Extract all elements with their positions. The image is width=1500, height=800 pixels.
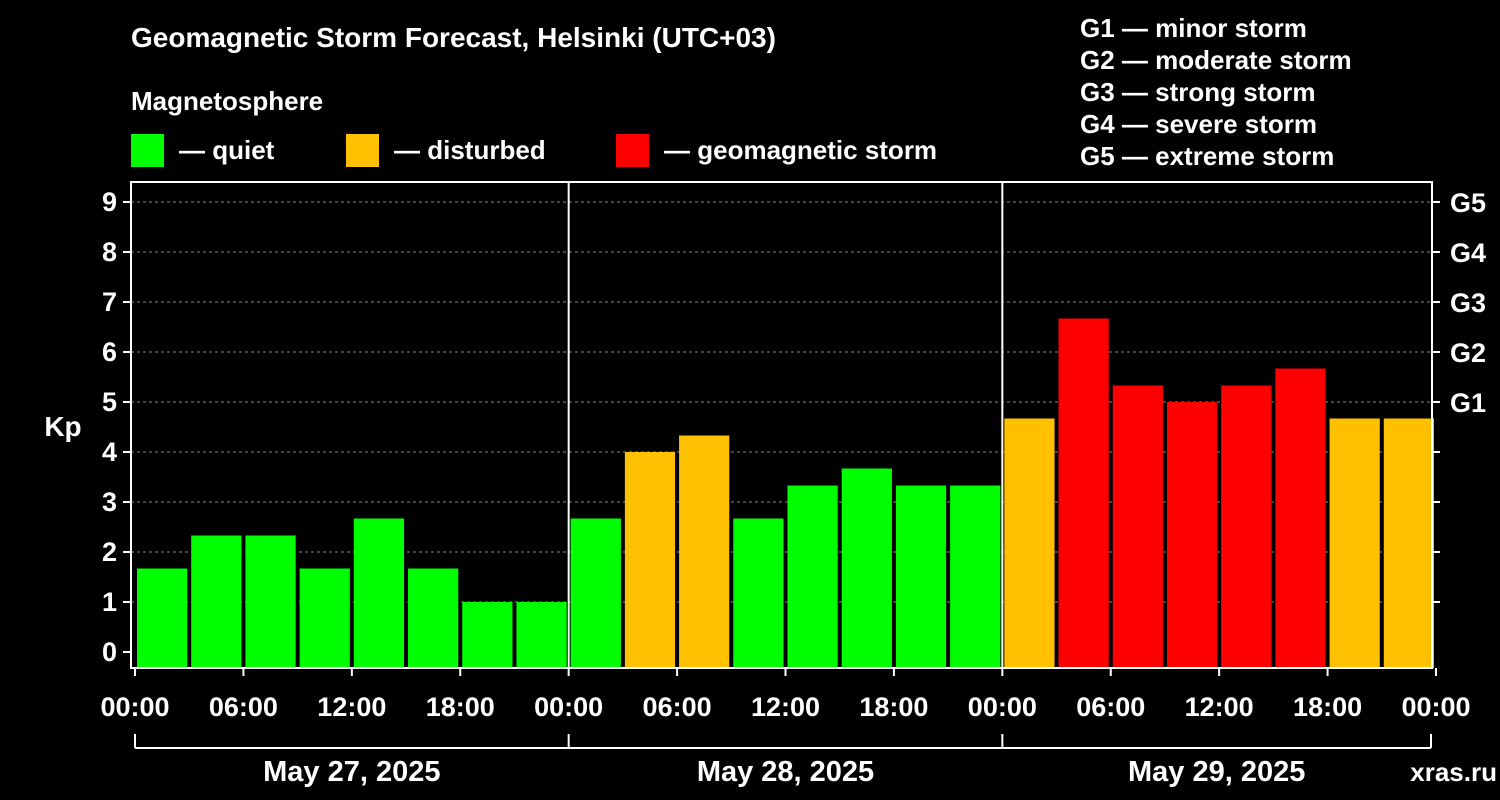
x-tick-label: 06:00: [1076, 692, 1145, 722]
bar: [679, 435, 730, 668]
quiet-swatch: [131, 133, 164, 167]
y-tick-label: 6: [102, 337, 117, 367]
bar: [1058, 318, 1109, 668]
bar: [733, 518, 784, 668]
bar: [1004, 418, 1055, 668]
y-axis-label: Kp: [44, 411, 81, 442]
watermark: xras.ru: [1410, 757, 1497, 787]
storm-scale-g4: G4 — severe storm: [1080, 109, 1318, 139]
x-tick-label: 18:00: [426, 692, 495, 722]
plot-frame: [130, 181, 1433, 669]
legend-quiet-label: — quiet: [179, 134, 275, 165]
legend-storm: — geomagnetic storm: [616, 133, 937, 167]
y-tick-label: 8: [102, 237, 117, 267]
bar: [516, 602, 567, 668]
bar: [245, 535, 296, 668]
storm-level-label: G3: [1450, 288, 1486, 318]
x-tick-label: 18:00: [859, 692, 928, 722]
y-tick-label: 5: [102, 387, 117, 417]
x-tick-label: 00:00: [100, 692, 169, 722]
y-tick-label: 4: [102, 437, 117, 467]
storm-level-label: G1: [1450, 388, 1486, 418]
y-tick-label: 9: [102, 187, 117, 217]
bar: [299, 568, 350, 668]
bar: [408, 568, 459, 668]
bar: [1329, 418, 1380, 668]
bar: [787, 485, 838, 668]
x-tick-label: 18:00: [1293, 692, 1362, 722]
bar: [1112, 385, 1163, 668]
x-tick-label: 00:00: [968, 692, 1037, 722]
legend-storm-label: — geomagnetic storm: [664, 134, 938, 165]
bar: [1166, 402, 1218, 668]
storm-scale-g3: G3 — strong storm: [1080, 77, 1316, 107]
x-tick-label: 12:00: [317, 692, 386, 722]
day-label: May 28, 2025: [697, 756, 874, 788]
bar: [462, 602, 513, 668]
bar: [353, 518, 405, 668]
y-tick-label: 2: [102, 537, 117, 567]
bar: [1383, 418, 1434, 668]
x-tick-label: 12:00: [1185, 692, 1254, 722]
day-label: May 29, 2025: [1128, 756, 1305, 788]
y-tick-label: 1: [102, 587, 117, 617]
x-tick-label: 12:00: [751, 692, 820, 722]
legend-quiet: — quiet: [131, 133, 274, 167]
bar: [191, 535, 242, 668]
x-tick-label: 00:00: [1401, 692, 1470, 722]
bar: [137, 568, 188, 668]
bar: [895, 485, 947, 668]
x-tick-label: 06:00: [643, 692, 712, 722]
disturbed-swatch: [346, 133, 379, 167]
y-tick-label: 7: [102, 287, 117, 317]
chart-title: Geomagnetic Storm Forecast, Helsinki (UT…: [131, 22, 776, 53]
y-tick-label: 0: [102, 637, 117, 667]
storm-level-label: G2: [1450, 338, 1486, 368]
x-tick-label: 06:00: [209, 692, 278, 722]
legend-disturbed: — disturbed: [346, 133, 546, 167]
storm-scale-g2: G2 — moderate storm: [1080, 45, 1352, 75]
bar: [1221, 385, 1272, 668]
storm-level-label: G4: [1450, 238, 1486, 268]
bar: [624, 452, 676, 668]
legend-disturbed-label: — disturbed: [394, 134, 546, 165]
x-tick-label: 00:00: [534, 692, 603, 722]
day-label: May 27, 2025: [263, 756, 440, 788]
legend-heading: Magnetosphere: [131, 86, 324, 116]
y-tick-label: 3: [102, 487, 117, 517]
storm-scale-legend: G1 — minor storm G2 — moderate storm G3 …: [1080, 12, 1352, 172]
bar: [841, 468, 892, 668]
bar: [1275, 368, 1326, 668]
storm-scale-g5: G5 — extreme storm: [1080, 141, 1335, 171]
bar: [570, 518, 621, 668]
storm-scale-g1: G1 — minor storm: [1080, 13, 1307, 43]
storm-swatch: [616, 133, 649, 167]
storm-level-label: G5: [1450, 188, 1486, 218]
bar: [950, 485, 1001, 668]
